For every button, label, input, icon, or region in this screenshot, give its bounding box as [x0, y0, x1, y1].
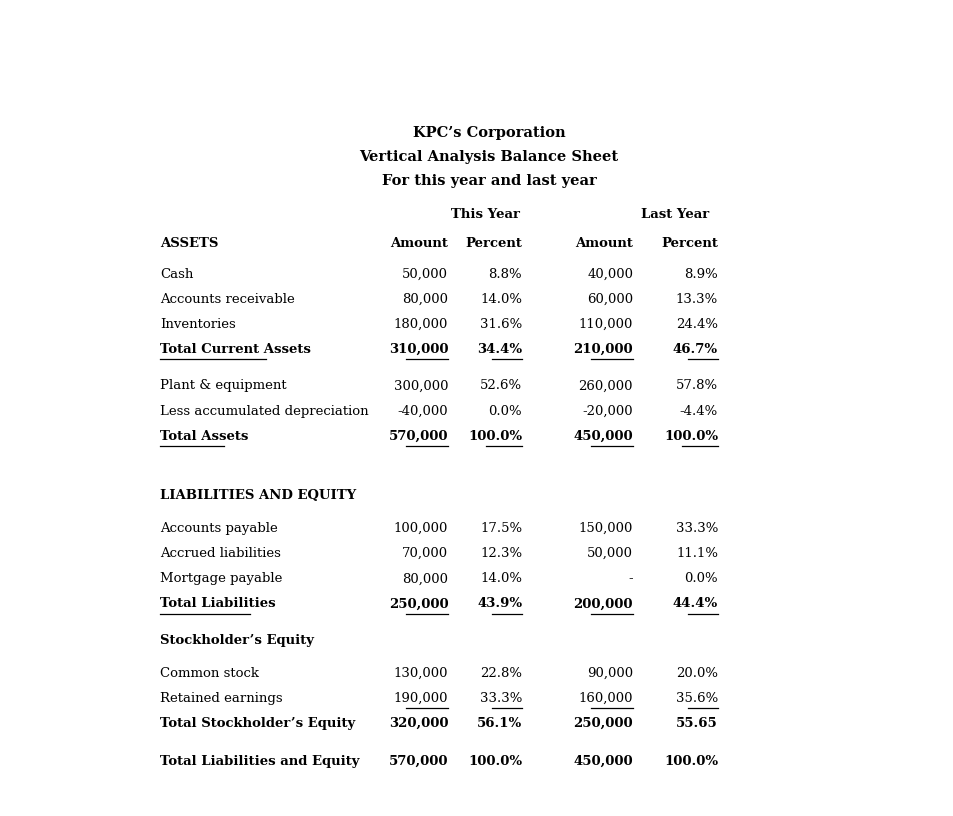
- Text: 210,000: 210,000: [573, 343, 633, 356]
- Text: -20,000: -20,000: [582, 405, 633, 418]
- Text: Amount: Amount: [390, 237, 448, 251]
- Text: LIABILITIES AND EQUITY: LIABILITIES AND EQUITY: [160, 490, 355, 503]
- Text: 56.1%: 56.1%: [476, 716, 521, 730]
- Text: 14.0%: 14.0%: [479, 572, 521, 585]
- Text: 50,000: 50,000: [586, 548, 633, 560]
- Text: 52.6%: 52.6%: [479, 379, 521, 392]
- Text: 250,000: 250,000: [573, 716, 633, 730]
- Text: 33.3%: 33.3%: [675, 522, 718, 535]
- Text: Accounts receivable: Accounts receivable: [160, 293, 294, 306]
- Text: 31.6%: 31.6%: [479, 318, 521, 330]
- Text: -4.4%: -4.4%: [679, 405, 718, 418]
- Text: 34.4%: 34.4%: [476, 343, 521, 356]
- Text: 310,000: 310,000: [389, 343, 448, 356]
- Text: Common stock: Common stock: [160, 667, 258, 680]
- Text: 90,000: 90,000: [586, 667, 633, 680]
- Text: 24.4%: 24.4%: [676, 318, 718, 330]
- Text: Total Assets: Total Assets: [160, 430, 248, 442]
- Text: Total Liabilities: Total Liabilities: [160, 597, 275, 610]
- Text: 160,000: 160,000: [578, 692, 633, 705]
- Text: Percent: Percent: [465, 237, 521, 251]
- Text: 80,000: 80,000: [402, 293, 448, 306]
- Text: Less accumulated depreciation: Less accumulated depreciation: [160, 405, 368, 418]
- Text: 250,000: 250,000: [388, 597, 448, 610]
- Text: 0.0%: 0.0%: [488, 405, 521, 418]
- Text: 130,000: 130,000: [394, 667, 448, 680]
- Text: Total Stockholder’s Equity: Total Stockholder’s Equity: [160, 716, 355, 730]
- Text: Stockholder’s Equity: Stockholder’s Equity: [160, 634, 314, 647]
- Text: 50,000: 50,000: [402, 268, 448, 281]
- Text: 190,000: 190,000: [394, 692, 448, 705]
- Text: 35.6%: 35.6%: [675, 692, 718, 705]
- Text: Total Liabilities and Equity: Total Liabilities and Equity: [160, 755, 359, 768]
- Text: 0.0%: 0.0%: [684, 572, 718, 585]
- Text: Cash: Cash: [160, 268, 193, 281]
- Text: 8.9%: 8.9%: [683, 268, 718, 281]
- Text: This Year: This Year: [450, 208, 519, 221]
- Text: Percent: Percent: [660, 237, 718, 251]
- Text: 43.9%: 43.9%: [476, 597, 521, 610]
- Text: 570,000: 570,000: [389, 755, 448, 768]
- Text: -40,000: -40,000: [397, 405, 448, 418]
- Text: 110,000: 110,000: [578, 318, 633, 330]
- Text: 14.0%: 14.0%: [479, 293, 521, 306]
- Text: 100.0%: 100.0%: [663, 755, 718, 768]
- Text: Amount: Amount: [575, 237, 633, 251]
- Text: 57.8%: 57.8%: [676, 379, 718, 392]
- Text: 100,000: 100,000: [394, 522, 448, 535]
- Text: KPC’s Corporation: KPC’s Corporation: [413, 126, 564, 140]
- Text: 12.3%: 12.3%: [479, 548, 521, 560]
- Text: 46.7%: 46.7%: [672, 343, 718, 356]
- Text: Retained earnings: Retained earnings: [160, 692, 282, 705]
- Text: 180,000: 180,000: [394, 318, 448, 330]
- Text: 55.65: 55.65: [676, 716, 718, 730]
- Text: 450,000: 450,000: [573, 430, 633, 442]
- Text: Total Current Assets: Total Current Assets: [160, 343, 311, 356]
- Text: 200,000: 200,000: [573, 597, 633, 610]
- Text: Last Year: Last Year: [640, 208, 709, 221]
- Text: 300,000: 300,000: [394, 379, 448, 392]
- Text: Mortgage payable: Mortgage payable: [160, 572, 282, 585]
- Text: 100.0%: 100.0%: [663, 430, 718, 442]
- Text: ASSETS: ASSETS: [160, 237, 218, 251]
- Text: 22.8%: 22.8%: [479, 667, 521, 680]
- Text: 80,000: 80,000: [402, 572, 448, 585]
- Text: 150,000: 150,000: [578, 522, 633, 535]
- Text: 60,000: 60,000: [586, 293, 633, 306]
- Text: 17.5%: 17.5%: [479, 522, 521, 535]
- Text: Vertical Analysis Balance Sheet: Vertical Analysis Balance Sheet: [359, 150, 618, 164]
- Text: For this year and last year: For this year and last year: [381, 174, 596, 188]
- Text: 100.0%: 100.0%: [468, 430, 521, 442]
- Text: 70,000: 70,000: [402, 548, 448, 560]
- Text: 8.8%: 8.8%: [488, 268, 521, 281]
- Text: 100.0%: 100.0%: [468, 755, 521, 768]
- Text: Inventories: Inventories: [160, 318, 235, 330]
- Text: 260,000: 260,000: [578, 379, 633, 392]
- Text: 33.3%: 33.3%: [479, 692, 521, 705]
- Text: 11.1%: 11.1%: [676, 548, 718, 560]
- Text: 44.4%: 44.4%: [672, 597, 718, 610]
- Text: Plant & equipment: Plant & equipment: [160, 379, 286, 392]
- Text: 13.3%: 13.3%: [675, 293, 718, 306]
- Text: Accrued liabilities: Accrued liabilities: [160, 548, 280, 560]
- Text: -: -: [628, 572, 633, 585]
- Text: 20.0%: 20.0%: [676, 667, 718, 680]
- Text: 320,000: 320,000: [389, 716, 448, 730]
- Text: 450,000: 450,000: [573, 755, 633, 768]
- Text: 40,000: 40,000: [586, 268, 633, 281]
- Text: 570,000: 570,000: [389, 430, 448, 442]
- Text: Accounts payable: Accounts payable: [160, 522, 277, 535]
